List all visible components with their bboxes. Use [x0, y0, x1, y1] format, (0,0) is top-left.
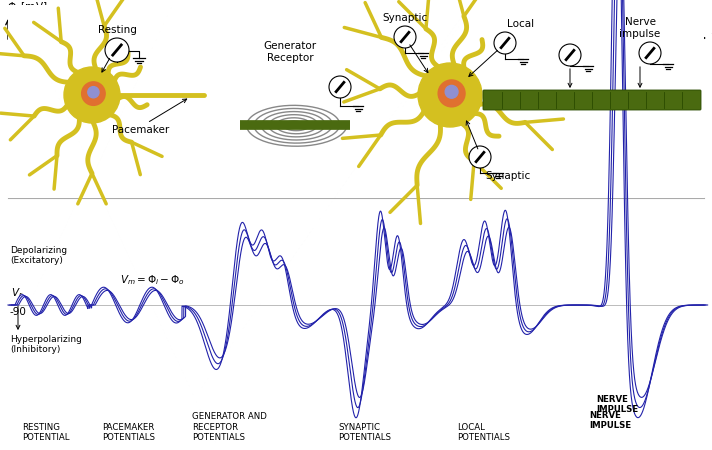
Text: NERVE
IMPULSE: NERVE IMPULSE — [596, 395, 638, 414]
Text: -90: -90 — [9, 307, 26, 317]
Text: $V_m = \Phi_i - \Phi_o$: $V_m = \Phi_i - \Phi_o$ — [120, 273, 185, 287]
Text: Generator
Receptor: Generator Receptor — [263, 41, 317, 63]
Circle shape — [469, 146, 491, 168]
Circle shape — [438, 80, 465, 107]
Circle shape — [418, 63, 482, 127]
Text: $V_r$: $V_r$ — [11, 286, 23, 300]
Text: NERVE
IMPULSE: NERVE IMPULSE — [589, 410, 632, 430]
Circle shape — [394, 26, 416, 48]
Circle shape — [82, 82, 105, 105]
Text: SYNAPTIC
POTENTIALS: SYNAPTIC POTENTIALS — [339, 423, 392, 442]
FancyBboxPatch shape — [483, 90, 701, 110]
Text: $\Phi_i$ [mV]: $\Phi_i$ [mV] — [7, 0, 48, 14]
Text: Depolarizing
(Excitatory): Depolarizing (Excitatory) — [10, 246, 67, 265]
Text: Synaptic: Synaptic — [485, 171, 530, 181]
Circle shape — [329, 76, 351, 98]
Text: PACEMAKER
POTENTIALS: PACEMAKER POTENTIALS — [102, 423, 155, 442]
Text: LOCAL
POTENTIALS: LOCAL POTENTIALS — [457, 423, 510, 442]
Text: Time: Time — [711, 33, 712, 43]
Text: 0: 0 — [9, 41, 16, 51]
Text: Pacemaker: Pacemaker — [112, 125, 169, 135]
Text: Threshold: Threshold — [10, 186, 58, 196]
Text: Hyperpolarizing
(Inhibitory): Hyperpolarizing (Inhibitory) — [10, 335, 82, 355]
Circle shape — [88, 86, 99, 98]
Circle shape — [445, 86, 458, 98]
Text: GENERATOR AND
RECEPTOR
POTENTIALS: GENERATOR AND RECEPTOR POTENTIALS — [192, 412, 267, 442]
Circle shape — [639, 42, 661, 64]
Circle shape — [64, 67, 120, 123]
Circle shape — [494, 32, 516, 54]
Circle shape — [105, 38, 129, 62]
Text: Local: Local — [507, 19, 534, 29]
Circle shape — [559, 44, 581, 66]
Text: Nerve
impulse: Nerve impulse — [619, 18, 661, 39]
Text: $\Phi_o = 0$ [mV]: $\Phi_o = 0$ [mV] — [26, 10, 88, 24]
Text: RESTING
POTENTIAL: RESTING POTENTIAL — [22, 423, 70, 442]
Text: Synaptic: Synaptic — [382, 13, 428, 23]
Bar — [8, 5, 704, 198]
Text: Resting: Resting — [98, 25, 137, 35]
